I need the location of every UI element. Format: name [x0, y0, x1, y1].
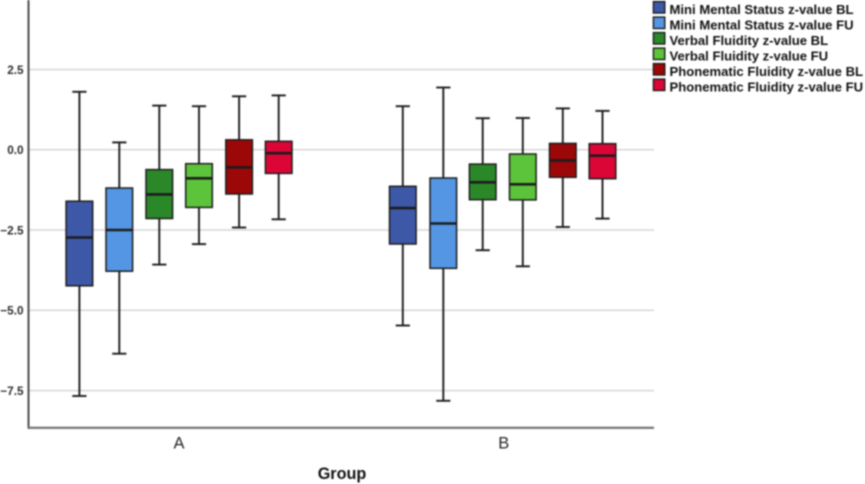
- svg-text:Verbal Fluidity z-value FU: Verbal Fluidity z-value FU: [670, 49, 829, 64]
- svg-text:A: A: [173, 434, 184, 452]
- svg-text:B: B: [498, 434, 509, 452]
- svg-text:0.0: 0.0: [7, 143, 24, 157]
- svg-text:Group: Group: [318, 465, 367, 483]
- svg-text:Verbal Fluidity z-value BL: Verbal Fluidity z-value BL: [670, 33, 829, 48]
- svg-text:−2.5: −2.5: [0, 223, 24, 237]
- svg-text:−5.0: −5.0: [0, 304, 24, 318]
- svg-text:Mini Mental Status z-value FU: Mini Mental Status z-value FU: [670, 18, 854, 33]
- svg-text:Phonematic Fluidity z-value BL: Phonematic Fluidity z-value BL: [670, 64, 864, 79]
- svg-text:Mini Mental Status z-value BL: Mini Mental Status z-value BL: [670, 2, 854, 17]
- svg-text:Phonematic Fluidity z-value FU: Phonematic Fluidity z-value FU: [670, 79, 864, 94]
- svg-text:−7.5: −7.5: [0, 384, 24, 398]
- svg-text:2.5: 2.5: [7, 63, 24, 77]
